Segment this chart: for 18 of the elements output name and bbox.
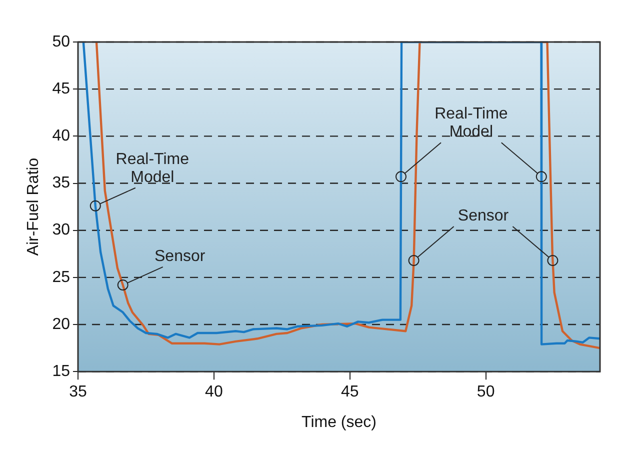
x-tick-label: 50: [476, 384, 495, 401]
y-tick-label: 45: [52, 80, 70, 98]
x-axis-title: Time (sec): [302, 414, 376, 431]
y-tick-label: 15: [52, 363, 70, 380]
y-tick-label: 30: [52, 222, 70, 239]
x-tick-label: 45: [340, 384, 359, 401]
x-tick-label: 35: [69, 384, 87, 401]
annotation: Sensor: [154, 248, 206, 265]
y-tick-label: 25: [52, 268, 70, 286]
y-tick-label: 40: [52, 128, 70, 145]
y-tick-label: 35: [52, 174, 70, 192]
annotation: Real-Time Model: [116, 150, 190, 186]
annotation: Real-Time Model: [434, 106, 508, 141]
annotation: Sensor: [458, 207, 510, 224]
y-tick-label: 20: [52, 316, 70, 333]
y-tick-label: 50: [52, 33, 70, 50]
x-tick-label: 40: [205, 384, 223, 401]
y-axis-title: Air-Fuel Ratio: [25, 158, 42, 256]
